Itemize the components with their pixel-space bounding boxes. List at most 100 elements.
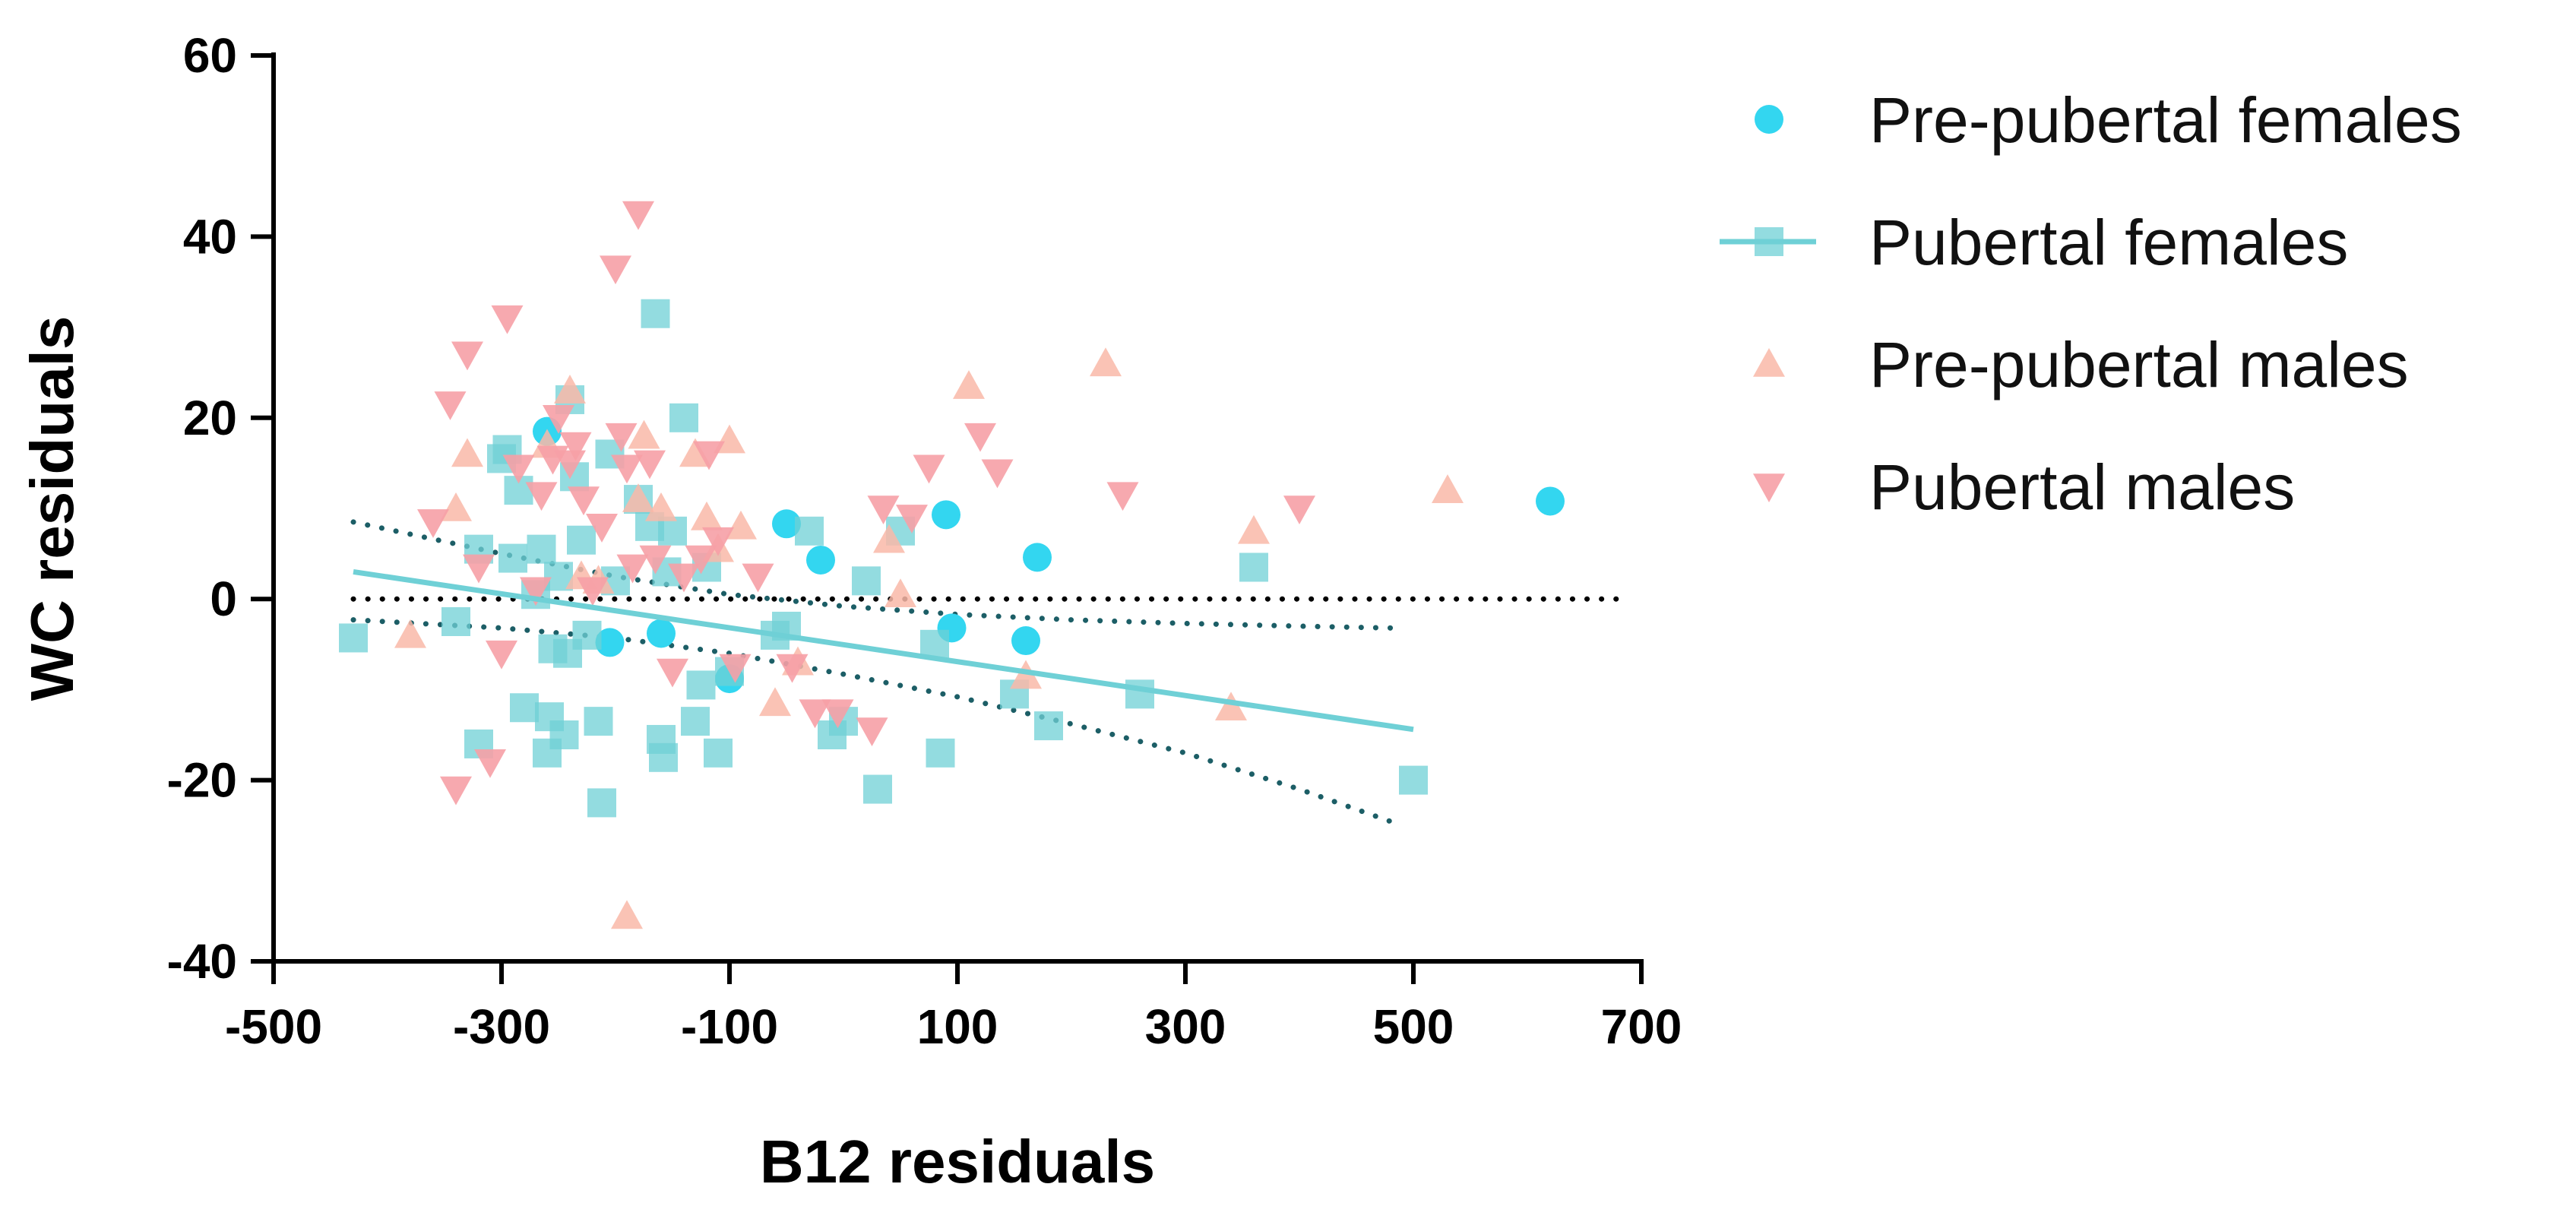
point-pre_pubertal_males [873, 524, 905, 553]
point-pre_pubertal_males [1090, 347, 1122, 377]
legend: Pre-pubertal females Pubertal females Pre-… [1720, 84, 2462, 523]
point-pre_pubertal_males [622, 483, 654, 512]
y-tick-label: 0 [210, 571, 237, 626]
point-pubertal_males [605, 423, 638, 452]
point-pre_pubertal_females [1011, 626, 1040, 656]
point-pubertal_males [693, 441, 725, 470]
point-pubertal_females [587, 788, 616, 818]
series-pubertal_males [417, 201, 1315, 806]
point-pubertal_females [1034, 711, 1063, 741]
point-pubertal_females [649, 742, 678, 772]
point-pubertal_males [776, 654, 809, 683]
point-pubertal_males [554, 450, 586, 480]
point-pubertal_females [795, 516, 824, 546]
point-pubertal_males [799, 699, 831, 729]
point-pubertal_males [417, 509, 449, 538]
point-pre_pubertal_males [691, 501, 723, 530]
point-pre_pubertal_females [1023, 543, 1052, 572]
point-pubertal_females [681, 707, 710, 736]
point-pubertal_males [742, 563, 774, 593]
point-pubertal_males [474, 749, 506, 778]
point-pre_pubertal_females [772, 509, 801, 539]
x-tick-label: -500 [225, 999, 322, 1054]
point-pubertal_females [567, 525, 596, 555]
legend-item-pubertal_females: Pubertal females [1720, 207, 2348, 278]
point-pubertal_males [463, 554, 495, 584]
point-pubertal_males [702, 527, 734, 556]
y-axis-title: WC residuals [18, 316, 86, 701]
legend-label: Pubertal females [1869, 207, 2348, 278]
confidence-bands [350, 519, 1405, 828]
point-pubertal_females [441, 607, 470, 636]
point-pubertal_males [856, 717, 888, 747]
point-pubertal_males [622, 201, 654, 230]
y-tick-label: 20 [183, 391, 237, 445]
point-pre_pubertal_females [1536, 486, 1565, 516]
point-pubertal_females [1399, 765, 1428, 795]
y-tick-label: -40 [167, 934, 238, 989]
point-pubertal_females [863, 774, 892, 804]
point-pubertal_males [600, 255, 631, 285]
point-pre_pubertal_males [885, 578, 916, 608]
point-pubertal_females [498, 543, 527, 573]
point-pubertal_males [491, 305, 524, 334]
point-pubertal_females [572, 620, 602, 650]
point-pubertal_males [913, 454, 945, 484]
point-pubertal_males [634, 450, 666, 480]
point-pubertal_males [520, 577, 552, 606]
point-pubertal_males [486, 640, 517, 670]
legend-item-pre_pubertal_males: Pre-pubertal males [1753, 329, 2409, 400]
fit-line-group [353, 568, 1414, 733]
point-pubertal_females [920, 629, 949, 659]
point-pre_pubertal_males [394, 619, 426, 648]
point-pubertal_females [549, 720, 579, 749]
legend-marker-pre_pubertal_females [1755, 105, 1783, 134]
point-pubertal_females [339, 623, 368, 653]
point-pubertal_males [434, 391, 467, 420]
data-points [339, 201, 1565, 929]
point-pre_pubertal_males [611, 900, 643, 929]
legend-item-pre_pubertal_females: Pre-pubertal females [1755, 84, 2462, 156]
y-tick-label: 40 [183, 209, 237, 264]
point-pubertal_males [668, 563, 700, 593]
point-pubertal_males [1283, 495, 1315, 524]
series-pubertal_females [339, 299, 1428, 818]
point-pre_pubertal_females [647, 619, 676, 648]
point-pubertal_males [964, 423, 996, 452]
point-pubertal_males [502, 454, 535, 484]
point-pre_pubertal_males [554, 375, 586, 404]
y-tick-label: 60 [183, 28, 237, 83]
point-pubertal_females [658, 516, 687, 546]
ci-lower-band-line [350, 617, 1405, 828]
point-pre_pubertal_males [1215, 692, 1247, 721]
y-tick-label: -20 [167, 753, 238, 808]
point-pubertal_females [641, 299, 670, 328]
point-pubertal_females [527, 534, 556, 564]
point-pubertal_females [1125, 679, 1154, 709]
point-pubertal_males [821, 699, 854, 729]
legend-item-pubertal_males: Pubertal males [1753, 451, 2295, 523]
x-tick-label: 700 [1601, 999, 1682, 1054]
point-pre_pubertal_females [595, 628, 625, 657]
point-pubertal_males [657, 658, 688, 688]
point-pubertal_males [577, 577, 609, 606]
legend-marker-pre_pubertal_males [1753, 348, 1785, 377]
point-pre_pubertal_females [806, 545, 835, 575]
point-pubertal_males [981, 459, 1014, 489]
legend-label: Pre-pubertal females [1869, 84, 2462, 156]
point-pubertal_females [584, 707, 613, 736]
point-pubertal_females [1239, 552, 1268, 582]
point-pubertal_females [669, 403, 698, 432]
x-tick-label: -100 [681, 999, 778, 1054]
point-pubertal_males [543, 405, 574, 434]
legend-label: Pre-pubertal males [1869, 329, 2409, 400]
fit-line-pubertal-females [353, 568, 1414, 733]
legend-label: Pubertal males [1869, 451, 2295, 523]
point-pubertal_males [586, 514, 618, 543]
x-tick-label: 100 [917, 999, 998, 1054]
point-pubertal_males [616, 554, 649, 584]
x-tick-label: 500 [1373, 999, 1454, 1054]
point-pubertal_males [568, 486, 600, 516]
point-pubertal_males [440, 776, 472, 806]
